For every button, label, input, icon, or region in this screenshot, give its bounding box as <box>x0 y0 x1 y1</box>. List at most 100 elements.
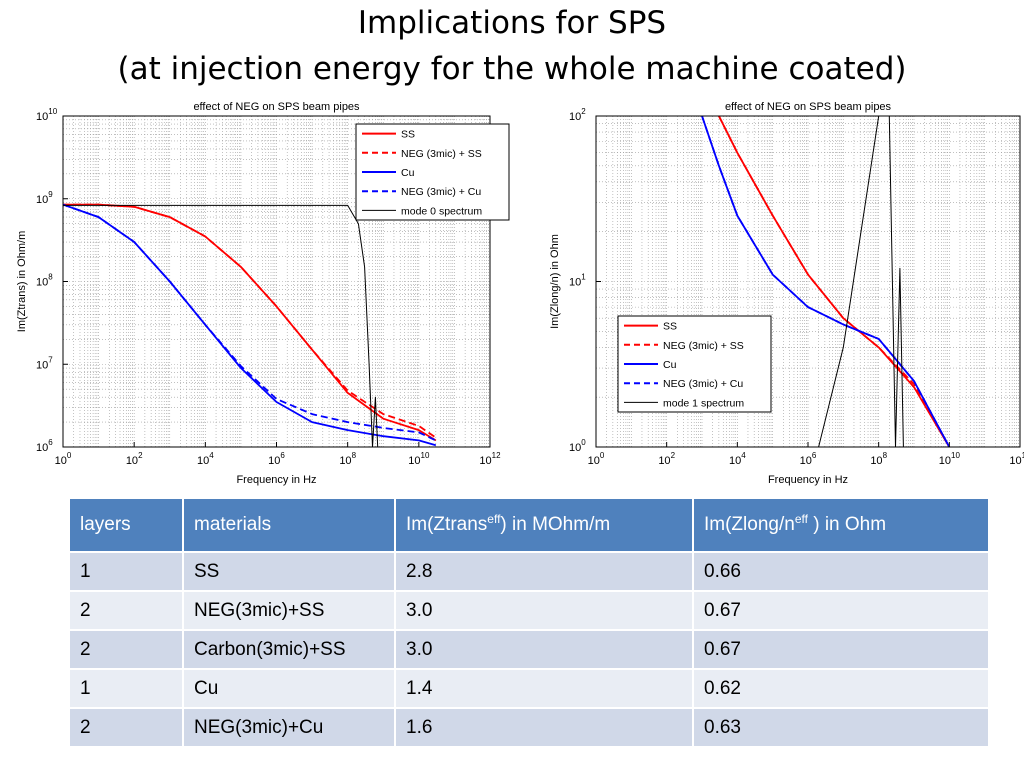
x-tick-label: 1010 <box>408 451 430 467</box>
grid <box>596 116 1020 447</box>
cell-ztrans: 3.0 <box>394 590 694 631</box>
legend: SS NEG (3mic) + SS Cu NEG (3mic) + Cu mode 0… <box>355 123 510 221</box>
cell-ztrans: 1.4 <box>394 668 694 709</box>
series-group <box>63 203 437 447</box>
x-tick-label: 100 <box>588 451 605 467</box>
y-tick-label: 1010 <box>36 107 58 123</box>
cell-ztrans: 3.0 <box>394 629 694 670</box>
chart-right-zlong: 10010210410610810101012100101102effect o… <box>549 101 1024 486</box>
cell-layers: 2 <box>68 629 184 670</box>
y-tick-exponent: 10 <box>48 107 57 116</box>
cell-zlong: 0.62 <box>692 668 990 709</box>
y-tick-label: 100 <box>569 438 586 454</box>
y-tick-exponent: 2 <box>581 107 586 116</box>
x-tick-exponent: 8 <box>883 451 888 460</box>
cell-zlong: 0.67 <box>692 590 990 631</box>
y-tick-label: 101 <box>569 273 586 289</box>
x-tick-label: 108 <box>870 451 887 467</box>
x-tick-label: 1012 <box>479 451 501 467</box>
x-tick-label: 106 <box>268 451 285 467</box>
table-header-row: layers materials Im(Ztranseff) in MOhm/m… <box>68 497 990 553</box>
legend-label: NEG (3mic) + Cu <box>401 186 481 198</box>
x-tick-exponent: 12 <box>1022 451 1024 460</box>
y-tick-exponent: 9 <box>48 190 53 199</box>
chart-title: effect of NEG on SPS beam pipes <box>193 101 360 113</box>
x-tick-label: 102 <box>658 451 675 467</box>
x-tick-label: 1012 <box>1009 451 1024 467</box>
series-line <box>63 204 382 447</box>
x-tick-exponent: 4 <box>741 451 746 460</box>
results-table: layers materials Im(Ztranseff) in MOhm/m… <box>68 497 990 748</box>
cell-zlong: 0.67 <box>692 629 990 670</box>
cell-ztrans: 1.6 <box>394 707 694 748</box>
x-tick-exponent: 4 <box>209 451 214 460</box>
cell-ztrans: 2.8 <box>394 551 694 592</box>
x-tick-exponent: 6 <box>280 451 285 460</box>
series-line <box>63 203 437 442</box>
chart-title: effect of NEG on SPS beam pipes <box>725 101 892 113</box>
slide-title-line-1: Implications for SPS <box>357 5 667 41</box>
table-row: 2 Carbon(3mic)+SS 3.0 0.67 <box>68 629 990 670</box>
x-tick-exponent: 10 <box>421 451 430 460</box>
y-tick-label: 106 <box>36 438 53 454</box>
y-tick-exponent: 1 <box>581 273 586 282</box>
x-tick-exponent: 2 <box>138 451 143 460</box>
x-axis-label: Frequency in Hz <box>768 474 848 486</box>
header-ztrans: Im(Ztranseff) in MOhm/m <box>394 497 694 553</box>
slide-title-line-2: (at injection energy for the whole machi… <box>117 51 907 87</box>
x-tick-exponent: 6 <box>812 451 817 460</box>
x-axis-label: Frequency in Hz <box>236 474 316 486</box>
cell-zlong: 0.63 <box>692 707 990 748</box>
x-tick-exponent: 10 <box>951 451 960 460</box>
cell-materials: NEG(3mic)+Cu <box>182 707 396 748</box>
cell-materials: SS <box>182 551 396 592</box>
legend-label: SS <box>663 321 677 333</box>
table-row: 1 Cu 1.4 0.62 <box>68 668 990 709</box>
x-tick-label: 1010 <box>939 451 961 467</box>
slide-title: Implications for SPS (at injection energ… <box>0 0 1024 92</box>
header-text: Im(Ztrans <box>406 514 488 535</box>
legend-label: mode 0 spectrum <box>401 205 482 217</box>
y-tick-label: 109 <box>36 190 53 206</box>
cell-zlong: 0.66 <box>692 551 990 592</box>
table-row: 2 NEG(3mic)+Cu 1.6 0.63 <box>68 707 990 748</box>
header-zlong: Im(Zlong/neff ) in Ohm <box>692 497 990 553</box>
x-tick-label: 108 <box>339 451 356 467</box>
y-tick-label: 108 <box>36 273 53 289</box>
y-tick-label: 102 <box>569 107 586 123</box>
legend-box <box>617 315 772 413</box>
x-tick-exponent: 8 <box>352 451 357 460</box>
header-superscript: eff <box>487 512 501 526</box>
header-text: materials <box>194 514 272 535</box>
x-tick-exponent: 2 <box>671 451 676 460</box>
series-group <box>701 116 951 447</box>
cell-materials: NEG(3mic)+SS <box>182 590 396 631</box>
x-tick-label: 104 <box>197 451 214 467</box>
x-tick-exponent: 12 <box>492 451 501 460</box>
header-text: Im(Zlong/n <box>704 514 795 535</box>
cell-layers: 1 <box>68 668 184 709</box>
table-row: 2 NEG(3mic)+SS 3.0 0.67 <box>68 590 990 631</box>
x-tick-label: 106 <box>800 451 817 467</box>
grid <box>63 116 490 447</box>
legend-label: NEG (3mic) + SS <box>663 340 744 352</box>
x-tick-label: 104 <box>729 451 746 467</box>
header-layers: layers <box>68 497 184 553</box>
y-tick-exponent: 8 <box>48 273 53 282</box>
cell-materials: Carbon(3mic)+SS <box>182 629 396 670</box>
legend-label: mode 1 spectrum <box>663 397 744 409</box>
cell-layers: 1 <box>68 551 184 592</box>
x-tick-label: 102 <box>126 451 143 467</box>
legend: SS NEG (3mic) + SS Cu NEG (3mic) + Cu mode 1… <box>617 315 772 413</box>
header-superscript: eff <box>794 512 808 526</box>
y-axis-label: Im(Ztrans) in Ohm/m <box>16 231 28 332</box>
y-tick-exponent: 6 <box>48 438 53 447</box>
y-tick-exponent: 7 <box>48 355 53 364</box>
y-tick-exponent: 0 <box>581 438 586 447</box>
y-axis-label: Im(Zlong/n) in Ohm <box>549 234 561 329</box>
legend-label: Cu <box>663 359 677 371</box>
header-text: layers <box>80 514 131 535</box>
header-materials: materials <box>182 497 396 553</box>
legend-label: Cu <box>401 167 415 179</box>
